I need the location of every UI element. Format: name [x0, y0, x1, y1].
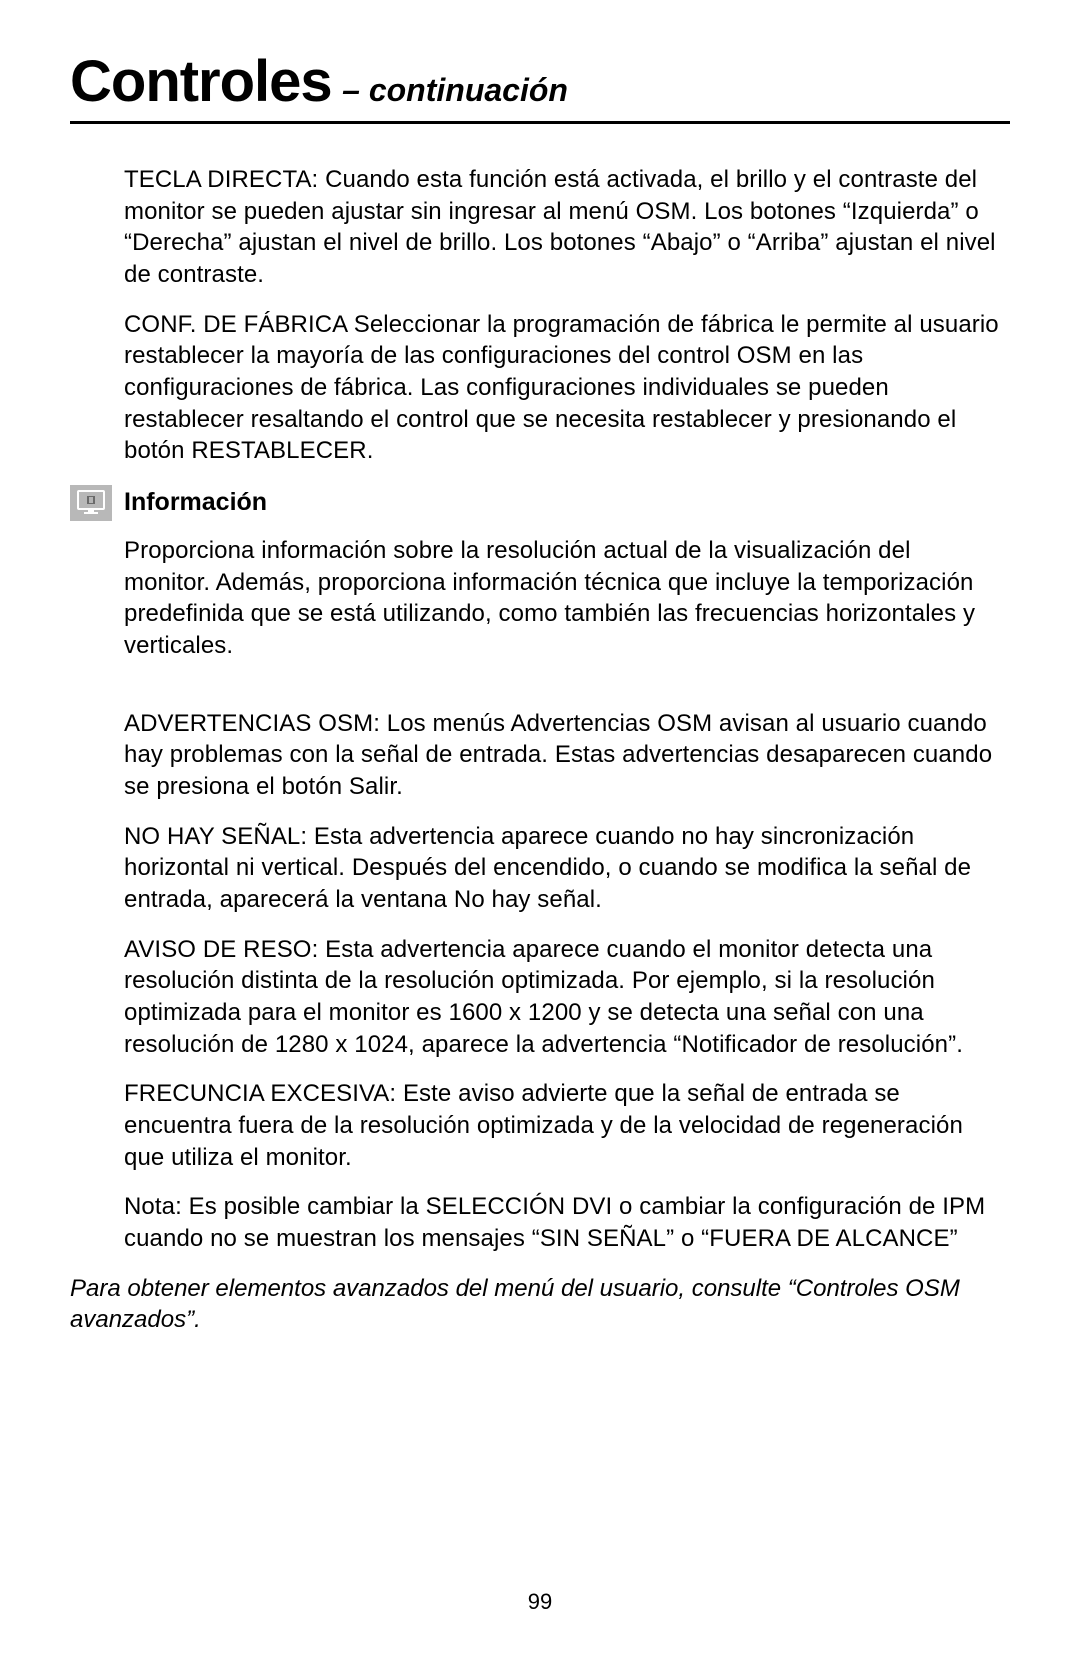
page-title-block: Controles – continuación: [70, 48, 1010, 124]
section-informacion: Información: [124, 485, 1000, 521]
section-heading-informacion: Información: [124, 485, 267, 517]
paragraph-no-hay-senal: NO HAY SEÑAL: Esta advertencia aparece c…: [124, 821, 1000, 916]
closing-note: Para obtener elementos avanzados del men…: [70, 1273, 1000, 1336]
paragraph-nota: Nota: Es posible cambiar la SELECCIÓN DV…: [124, 1191, 1000, 1254]
paragraph-frecuencia-excesiva: FRECUNCIA EXCESIVA: Este aviso advierte …: [124, 1078, 1000, 1173]
paragraph-conf-fabrica: CONF. DE FÁBRICA Seleccionar la programa…: [124, 309, 1000, 467]
paragraph-advertencias-osm: ADVERTENCIAS OSM: Los menús Advertencias…: [124, 708, 1000, 803]
document-page: Controles – continuación TECLA DIRECTA: …: [0, 0, 1080, 1336]
info-monitor-icon: [70, 485, 112, 521]
page-title-sub: – continuación: [342, 72, 568, 108]
page-number: 99: [0, 1589, 1080, 1615]
body-content: TECLA DIRECTA: Cuando esta función está …: [70, 164, 1010, 1336]
paragraph-tecla-directa: TECLA DIRECTA: Cuando esta función está …: [124, 164, 1000, 291]
paragraph-informacion-body: Proporciona información sobre la resoluc…: [124, 535, 1000, 662]
paragraph-aviso-de-reso: AVISO DE RESO: Esta advertencia aparece …: [124, 934, 1000, 1061]
page-title-main: Controles: [70, 49, 332, 114]
vertical-spacer: [124, 680, 1000, 708]
